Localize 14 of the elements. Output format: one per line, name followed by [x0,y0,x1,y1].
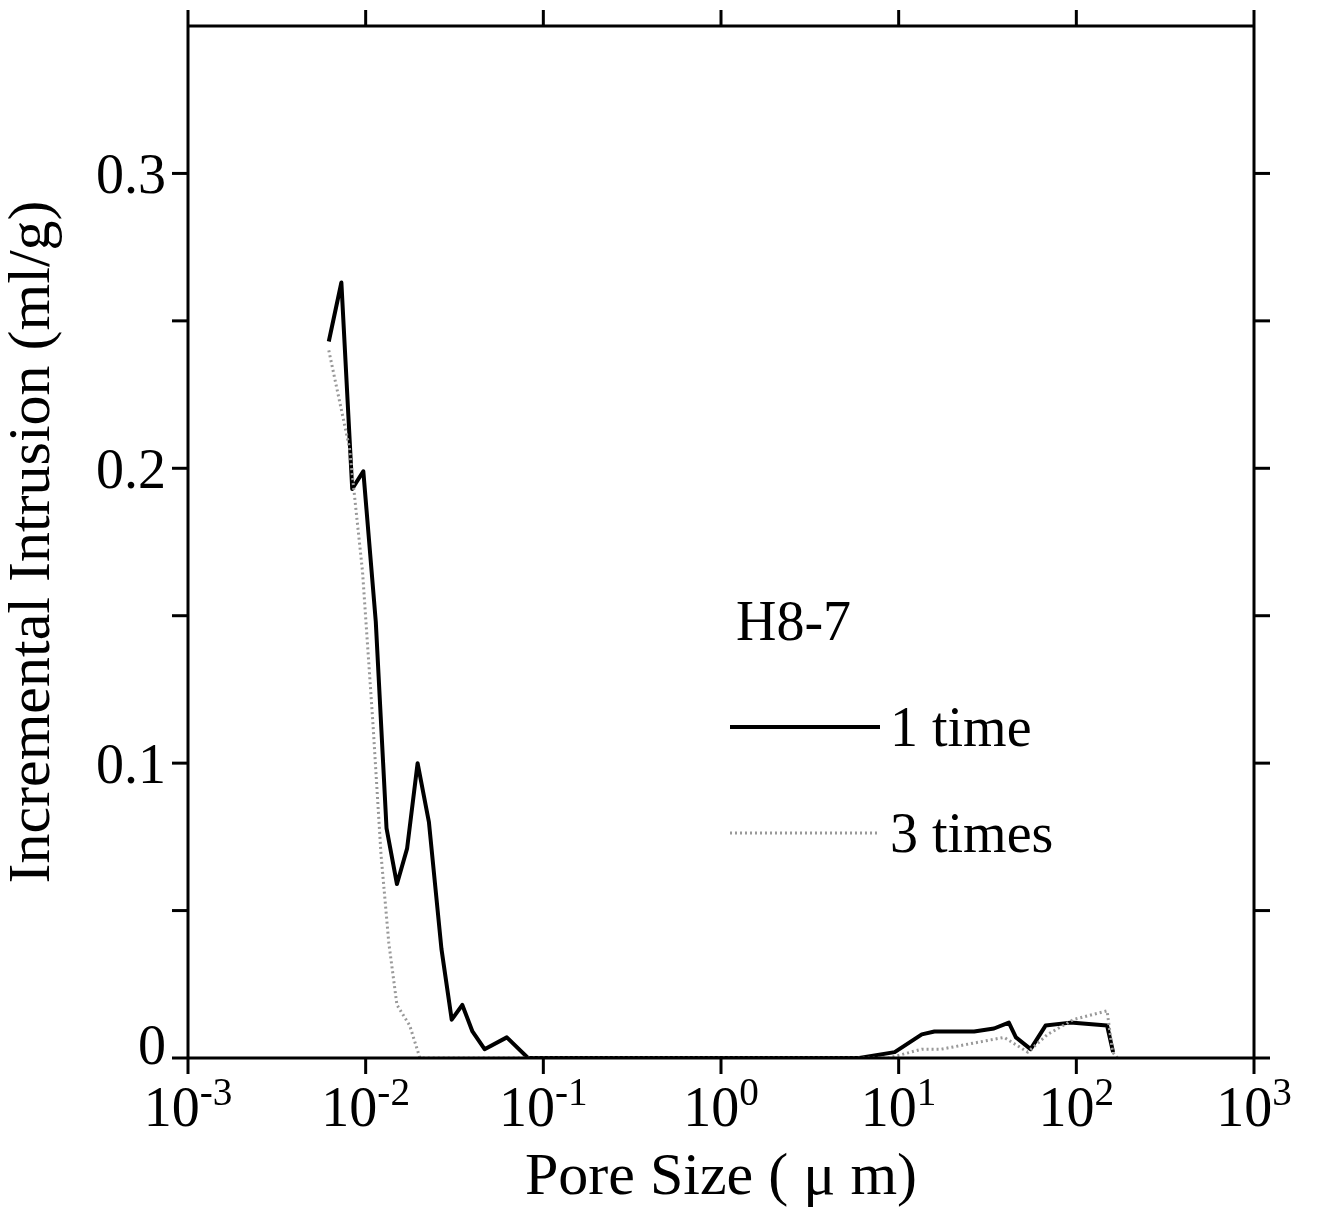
legend-label: 1 time [890,695,1032,760]
y-tick-label: 0.1 [96,732,166,795]
legend-label: 3 times [890,801,1054,866]
y-tick-label: 0.2 [96,437,166,500]
y-tick-label: 0.3 [96,143,166,206]
x-tick-label: 10$^{3}$ [1216,1069,1292,1138]
x-tick-label: 10$^{-2}$ [321,1069,410,1138]
x-axis-title: Pore Size ( μ m) [524,1141,918,1207]
y-axis-title: Incremental Intrusion (ml/g) [0,200,63,884]
x-tick-label: 10$^{0}$ [683,1069,759,1138]
legend-title: H8-7 [735,589,853,654]
x-tick-label: 10$^{-1}$ [499,1069,588,1138]
x-tick-label: 10$^{2}$ [1038,1069,1115,1138]
x-tick-label: 10$^{1}$ [860,1069,937,1138]
